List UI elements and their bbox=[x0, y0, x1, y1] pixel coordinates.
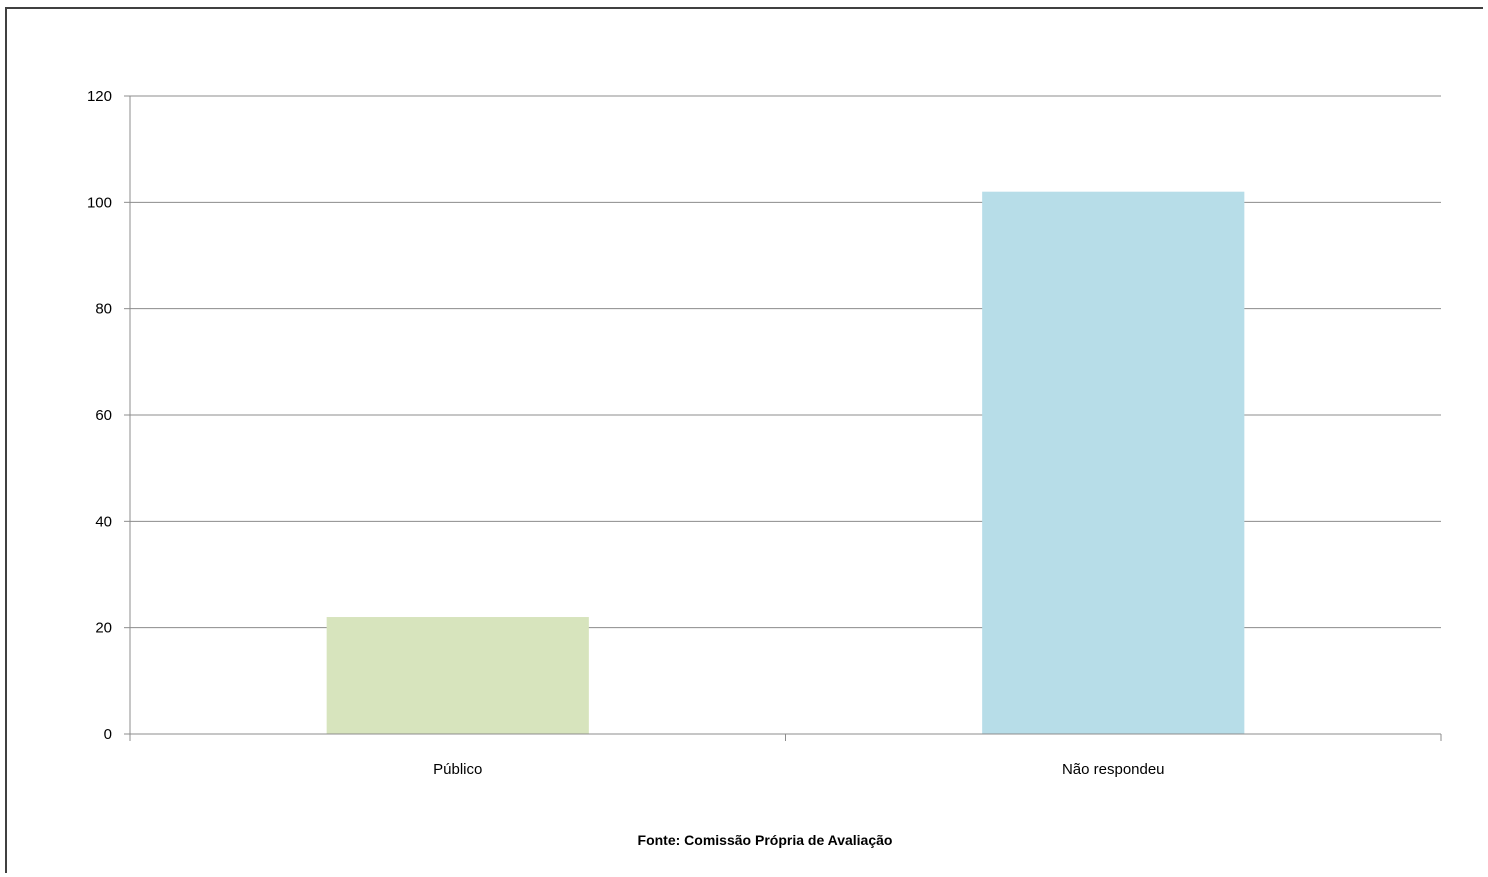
x-tick-label-1: Não respondeu bbox=[1062, 761, 1165, 778]
source-note: Fonte: Comissão Própria de Avaliação bbox=[638, 832, 893, 848]
y-tick-label-60: 60 bbox=[95, 407, 112, 424]
y-tick-label-0: 0 bbox=[104, 726, 112, 743]
bar-0 bbox=[326, 617, 589, 734]
y-tick-label-80: 80 bbox=[95, 301, 112, 318]
bar-1 bbox=[982, 191, 1245, 734]
bars bbox=[326, 191, 1245, 734]
y-tick-label-20: 20 bbox=[95, 620, 112, 637]
y-tick-label-40: 40 bbox=[95, 513, 112, 530]
y-tick-label-100: 100 bbox=[87, 194, 112, 211]
y-tick-label-120: 120 bbox=[87, 88, 112, 105]
axes bbox=[124, 95, 1442, 741]
x-tick-label-0: Público bbox=[433, 761, 482, 778]
tick-labels: 0 20 40 60 80 100 120 Público Não respondeu bbox=[87, 88, 1165, 778]
